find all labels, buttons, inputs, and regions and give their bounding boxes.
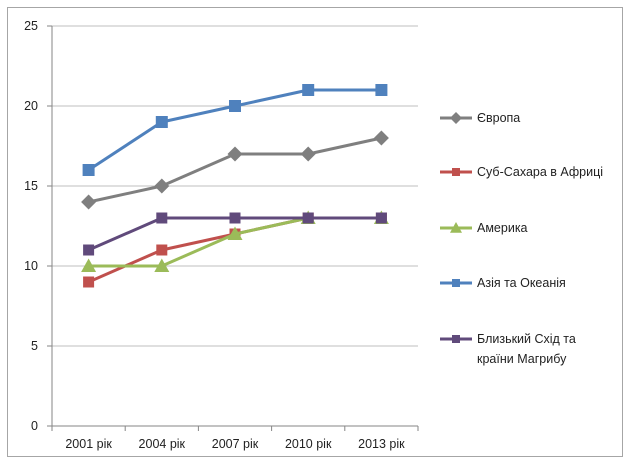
- legend-marker-азія-та-океанія: [452, 279, 460, 287]
- x-tick-label: 2013 рік: [358, 437, 405, 451]
- legend-label: країни Магрибу: [477, 352, 567, 366]
- data-point-близький-схід-та-країни-магрибу: [302, 212, 314, 224]
- data-point-америка: [81, 258, 97, 272]
- legend-marker-америка: [450, 222, 462, 233]
- data-point-європа: [81, 194, 97, 210]
- data-point-америка: [154, 258, 170, 272]
- chart-frame: [7, 7, 623, 457]
- x-tick-label: 2004 рік: [139, 437, 186, 451]
- legend-marker-європа: [450, 112, 462, 124]
- legend-label: Суб-Сахара в Африці: [477, 165, 603, 179]
- x-tick-label: 2001 рік: [65, 437, 112, 451]
- y-tick-label: 15: [24, 179, 38, 193]
- x-tick-label: 2007 рік: [212, 437, 259, 451]
- y-tick-label: 0: [31, 419, 38, 433]
- data-point-європа: [154, 178, 170, 194]
- data-point-близький-схід-та-країни-магрибу: [83, 244, 95, 256]
- data-point-азія-та-океанія: [82, 164, 95, 176]
- data-point-близький-схід-та-країни-магрибу: [156, 212, 168, 224]
- data-point-азія-та-океанія: [229, 100, 241, 112]
- legend-marker-суб-сахара-в-африці: [452, 168, 460, 176]
- data-point-азія-та-океанія: [302, 84, 315, 96]
- data-point-близький-схід-та-країни-магрибу: [229, 212, 241, 224]
- data-point-азія-та-океанія: [155, 116, 168, 128]
- x-tick-label: 2010 рік: [285, 437, 332, 451]
- legend-marker-близький-схід-та-країни-магрибу: [452, 335, 460, 343]
- y-tick-label: 10: [24, 259, 38, 273]
- y-tick-label: 20: [24, 99, 38, 113]
- y-tick-label: 25: [24, 19, 38, 33]
- data-point-азія-та-океанія: [375, 84, 388, 96]
- data-point-америка: [227, 226, 243, 240]
- series-line-америка: [88, 216, 382, 268]
- data-point-суб-сахара-в-африці: [156, 244, 168, 256]
- data-point-європа: [300, 146, 316, 162]
- data-point-європа: [373, 130, 389, 146]
- legend-label: Європа: [477, 111, 520, 125]
- y-tick-label: 5: [31, 339, 38, 353]
- data-point-європа: [227, 146, 243, 162]
- data-point-близький-схід-та-країни-магрибу: [375, 212, 387, 224]
- legend-label: Близький Схід та: [477, 332, 576, 346]
- legend-label: Азія та Океанія: [477, 276, 566, 290]
- legend-label: Америка: [477, 221, 528, 235]
- data-point-суб-сахара-в-африці: [83, 276, 95, 288]
